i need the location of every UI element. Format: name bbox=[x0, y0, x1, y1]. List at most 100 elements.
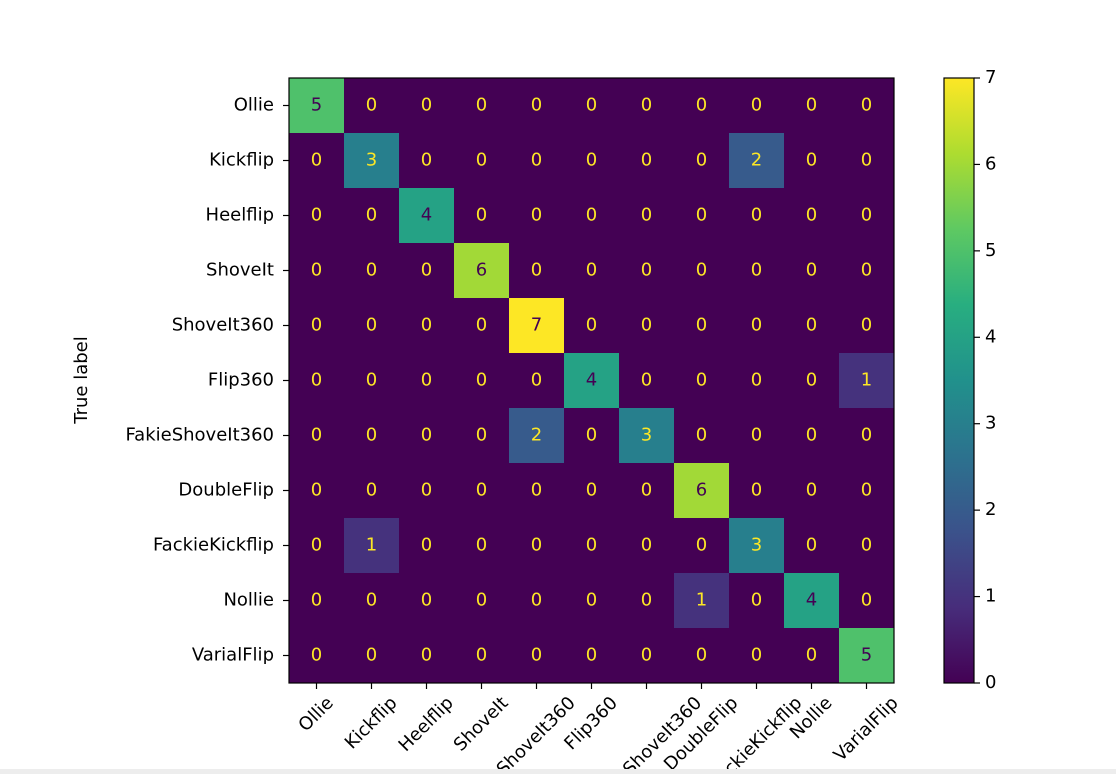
cell bbox=[619, 298, 675, 354]
y-tick-label: Nollie bbox=[223, 590, 274, 611]
colorbar-tick-label: 5 bbox=[985, 240, 996, 261]
cell bbox=[674, 188, 730, 244]
cell bbox=[509, 243, 565, 299]
colorbar-tick-label: 7 bbox=[985, 67, 996, 88]
cell-label: 0 bbox=[806, 535, 817, 556]
cell-label: 0 bbox=[806, 260, 817, 281]
cell-label: 0 bbox=[366, 645, 377, 666]
cell-label: 0 bbox=[366, 260, 377, 281]
cell bbox=[509, 78, 565, 134]
cell bbox=[454, 518, 510, 574]
cell-label: 0 bbox=[751, 480, 762, 501]
cell-label: 0 bbox=[476, 370, 487, 391]
cell bbox=[784, 78, 840, 134]
cell bbox=[784, 298, 840, 354]
cell-label: 3 bbox=[751, 535, 762, 556]
y-tick-label: VarialFlip bbox=[192, 645, 274, 666]
cell-label: 0 bbox=[806, 645, 817, 666]
cell bbox=[784, 188, 840, 244]
cell-label: 0 bbox=[861, 95, 872, 116]
cell-label: 0 bbox=[641, 645, 652, 666]
cell-label: 0 bbox=[311, 535, 322, 556]
cell bbox=[729, 573, 785, 629]
cell-label: 0 bbox=[751, 645, 762, 666]
cell-label: 0 bbox=[476, 425, 487, 446]
cell bbox=[344, 518, 400, 574]
cell bbox=[289, 463, 345, 519]
cell bbox=[344, 573, 400, 629]
cell bbox=[454, 188, 510, 244]
cell-label: 0 bbox=[586, 425, 597, 446]
cell bbox=[729, 243, 785, 299]
cell-label: 0 bbox=[311, 480, 322, 501]
colorbar bbox=[943, 77, 975, 684]
cell-label: 0 bbox=[421, 95, 432, 116]
cell bbox=[399, 298, 455, 354]
cell bbox=[729, 408, 785, 464]
cell bbox=[564, 518, 620, 574]
cell bbox=[564, 463, 620, 519]
cell-label: 7 bbox=[531, 315, 542, 336]
cell bbox=[564, 78, 620, 134]
x-tick-label: VarialFlip bbox=[830, 693, 903, 766]
cell bbox=[454, 408, 510, 464]
cell-label: 5 bbox=[311, 95, 322, 116]
cell-label: 0 bbox=[421, 590, 432, 611]
cell-label: 0 bbox=[586, 480, 597, 501]
cell-label: 0 bbox=[696, 535, 707, 556]
cell bbox=[729, 188, 785, 244]
y-tick-label: ShoveIt360 bbox=[172, 315, 274, 336]
cell bbox=[509, 133, 565, 189]
cell bbox=[344, 133, 400, 189]
cell-label: 0 bbox=[861, 535, 872, 556]
cell-label: 0 bbox=[586, 535, 597, 556]
cell bbox=[509, 353, 565, 409]
cell bbox=[289, 573, 345, 629]
cell-label: 0 bbox=[806, 480, 817, 501]
cell-label: 0 bbox=[861, 260, 872, 281]
y-tick-label: FakieShoveIt360 bbox=[125, 425, 274, 446]
bottom-strip bbox=[0, 769, 1116, 774]
cell bbox=[729, 133, 785, 189]
cell-label: 5 bbox=[861, 645, 872, 666]
cell bbox=[344, 408, 400, 464]
cell bbox=[399, 518, 455, 574]
cell bbox=[784, 353, 840, 409]
cell-label: 0 bbox=[696, 205, 707, 226]
cell bbox=[399, 573, 455, 629]
cell-label: 0 bbox=[806, 425, 817, 446]
cell bbox=[344, 243, 400, 299]
cell bbox=[454, 463, 510, 519]
cell-label: 0 bbox=[861, 480, 872, 501]
y-tick-label: Ollie bbox=[234, 95, 274, 116]
cell-label: 1 bbox=[366, 535, 377, 556]
cell bbox=[564, 243, 620, 299]
cell-label: 0 bbox=[366, 425, 377, 446]
cell-label: 0 bbox=[751, 205, 762, 226]
cell bbox=[509, 188, 565, 244]
cell bbox=[344, 78, 400, 134]
cell bbox=[619, 628, 675, 684]
cell-label: 1 bbox=[696, 590, 707, 611]
cell bbox=[289, 78, 345, 134]
cell-label: 0 bbox=[751, 95, 762, 116]
cell bbox=[674, 518, 730, 574]
cell-label: 0 bbox=[421, 260, 432, 281]
cell-label: 1 bbox=[861, 370, 872, 391]
cell bbox=[399, 133, 455, 189]
cell bbox=[729, 298, 785, 354]
cell bbox=[729, 628, 785, 684]
cell bbox=[839, 78, 895, 134]
cell-label: 0 bbox=[641, 315, 652, 336]
cell-label: 0 bbox=[311, 315, 322, 336]
cell-label: 0 bbox=[366, 590, 377, 611]
cell bbox=[509, 408, 565, 464]
cell-label: 0 bbox=[531, 590, 542, 611]
cell-label: 0 bbox=[531, 95, 542, 116]
x-tick-label: Heelflip bbox=[395, 693, 458, 756]
cell bbox=[344, 188, 400, 244]
cell bbox=[454, 298, 510, 354]
cell bbox=[729, 463, 785, 519]
y-tick-label: ShoveIt bbox=[206, 260, 274, 281]
